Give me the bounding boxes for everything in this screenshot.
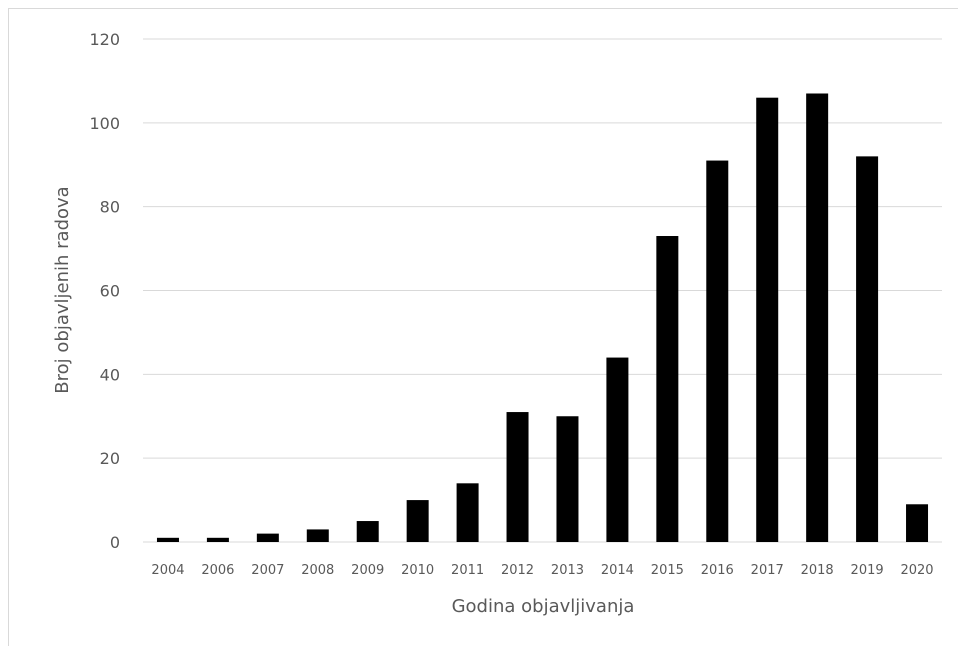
x-tick-label: 2012 xyxy=(501,563,534,578)
x-tick-label: 2010 xyxy=(401,563,434,578)
x-tick-label: 2017 xyxy=(751,563,784,578)
bars xyxy=(156,93,929,542)
bar-2013 xyxy=(556,416,579,542)
bar-2006 xyxy=(206,537,229,542)
bar-2017 xyxy=(756,97,779,542)
y-tick-label: 0 xyxy=(110,533,120,552)
y-tick-label: 100 xyxy=(89,114,120,133)
chart-frame xyxy=(8,8,958,646)
x-tick-label: 2018 xyxy=(801,563,834,578)
x-tick-label: 2014 xyxy=(601,563,634,578)
bar-2014 xyxy=(606,357,629,542)
y-tick-label: 20 xyxy=(100,449,120,468)
y-tick-label: 60 xyxy=(100,282,120,301)
bar-2007 xyxy=(256,533,279,542)
x-tick-label: 2013 xyxy=(551,563,584,578)
x-tick-label: 2009 xyxy=(351,563,384,578)
x-tick-label: 2015 xyxy=(651,563,684,578)
bar-2011 xyxy=(456,483,479,542)
bar-2015 xyxy=(656,236,679,542)
bar-2010 xyxy=(406,500,429,542)
x-axis-title: Godina objavljivanja xyxy=(452,596,635,617)
bar-2009 xyxy=(356,521,379,542)
bar-2012 xyxy=(506,412,529,542)
x-tick-label: 2004 xyxy=(151,563,184,578)
bar-2019 xyxy=(856,156,879,542)
x-tick-label: 2006 xyxy=(201,563,234,578)
x-tick-label: 2007 xyxy=(251,563,284,578)
y-tick-label: 40 xyxy=(100,365,120,384)
y-axis-ticks: 0 20 40 60 80 100 120 xyxy=(89,30,120,552)
y-axis-title: Broj objavljenih radova xyxy=(52,186,73,393)
bar-2018 xyxy=(806,93,829,542)
x-tick-label: 2008 xyxy=(301,563,334,578)
bar-2020 xyxy=(906,504,929,542)
x-tick-label: 2011 xyxy=(451,563,484,578)
x-tick-label: 2019 xyxy=(851,563,884,578)
bar-2016 xyxy=(706,160,729,542)
x-tick-label: 2016 xyxy=(701,563,734,578)
y-tick-label: 80 xyxy=(100,198,120,217)
bar-2004 xyxy=(156,537,179,542)
y-tick-label: 120 xyxy=(89,30,120,49)
x-tick-label: 2020 xyxy=(900,563,933,578)
x-axis-ticks: 2004 2006 2007 2008 2009 2010 2011 2012 2013 2014… xyxy=(151,563,933,578)
bar-2008 xyxy=(306,529,329,542)
